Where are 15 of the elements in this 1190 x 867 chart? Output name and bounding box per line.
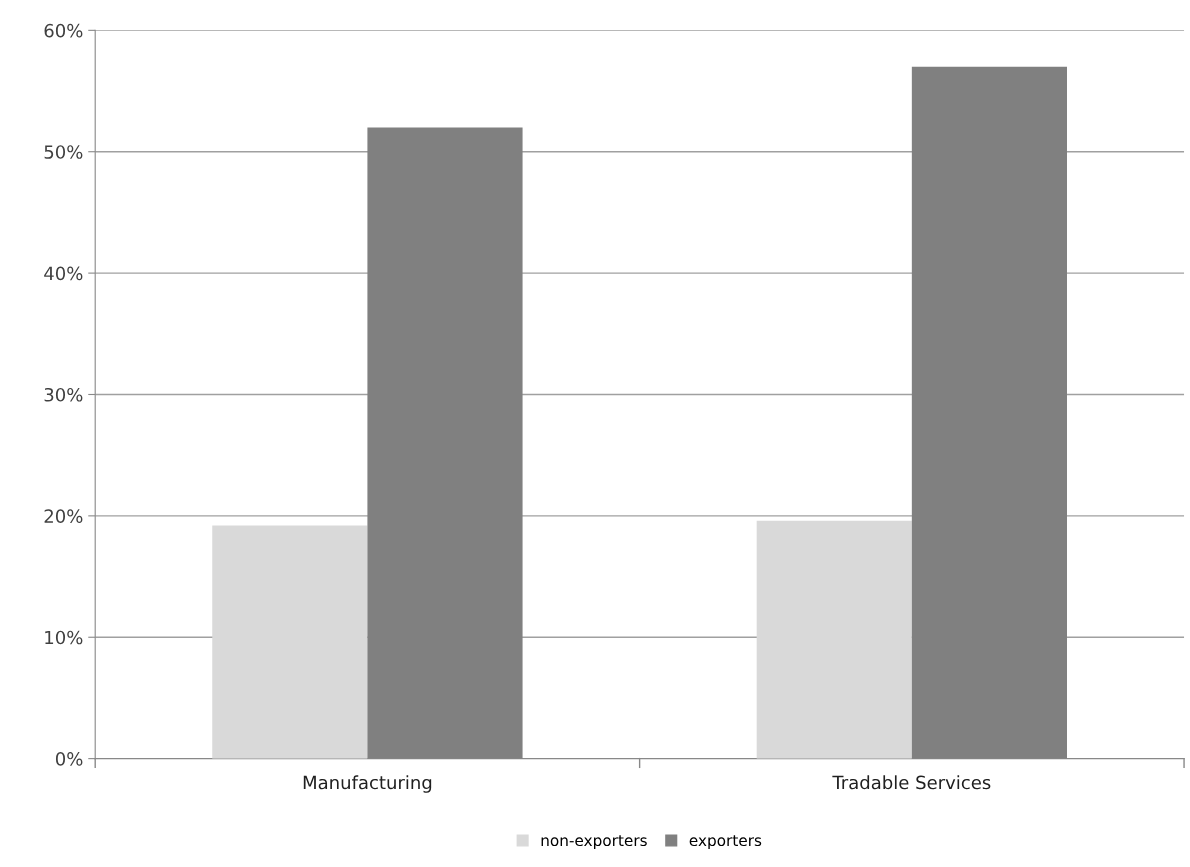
bar	[756, 520, 912, 759]
bar	[367, 127, 523, 759]
y-tick-label: 20%	[44, 509, 83, 523]
y-tick-label: 0%	[55, 752, 83, 766]
bar	[212, 525, 368, 759]
y-tick-label: 30%	[44, 387, 83, 402]
x-tick-label: Manufacturing	[303, 775, 432, 793]
legend-label: exporters	[689, 835, 762, 850]
y-tick-label: 60%	[44, 23, 83, 38]
y-tick-label: 10%	[45, 630, 83, 645]
y-tick-label: 50%	[44, 145, 83, 159]
legend-label: non-exporters	[541, 835, 647, 850]
x-tick-label: Tradable Services	[832, 775, 991, 790]
bar	[911, 66, 1067, 759]
y-tick-label: 40%	[44, 266, 83, 281]
